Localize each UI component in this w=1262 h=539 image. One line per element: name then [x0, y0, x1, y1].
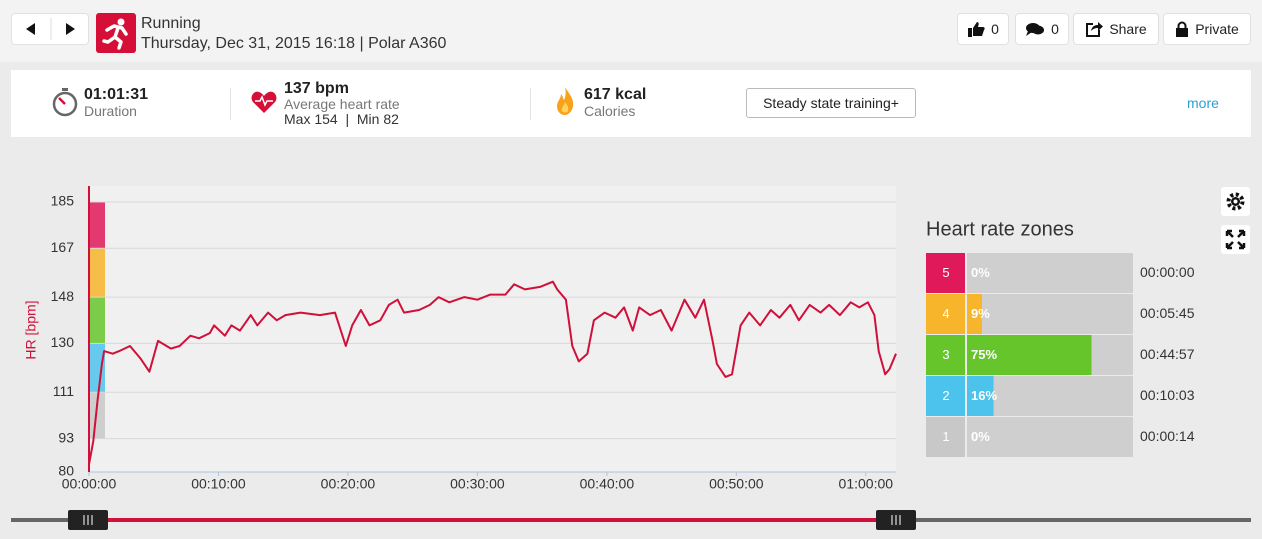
y-tick-label: 185 — [51, 193, 75, 209]
zone-percent: 0% — [971, 429, 990, 444]
privacy-label: Private — [1195, 21, 1239, 37]
x-tick-label: 01:00:00 — [839, 476, 894, 492]
like-button[interactable]: 0 — [957, 13, 1009, 45]
heart-icon — [251, 91, 277, 113]
nav-icons — [26, 18, 75, 40]
slider-range — [89, 518, 896, 522]
top-bar: Running Thursday, Dec 31, 2015 16:18 | P… — [0, 0, 1262, 62]
chart-tools — [1221, 187, 1250, 254]
like-icon — [968, 22, 985, 37]
next-icon[interactable] — [66, 23, 75, 35]
share-button[interactable]: Share — [1073, 13, 1159, 45]
y-tick-label: 167 — [51, 239, 75, 255]
prev-icon[interactable] — [26, 23, 35, 35]
more-link[interactable]: more — [1187, 95, 1219, 111]
zone-time: 00:05:45 — [1140, 305, 1195, 321]
zone-bar-track — [967, 376, 1133, 416]
y-tick-label: 130 — [51, 334, 75, 350]
summary-panel: 01:01:31 Duration 137 bpm Average heart … — [11, 70, 1251, 137]
heart-rate-range: Max 154 | Min 82 — [284, 111, 399, 127]
gear-icon — [1226, 192, 1245, 211]
duration-label: Duration — [84, 103, 137, 119]
sport-icon — [96, 13, 136, 53]
zones-title: Heart rate zones — [926, 218, 1074, 240]
zone-number-cell — [926, 376, 965, 416]
plot-background — [89, 186, 896, 472]
zone-number-cell — [926, 253, 965, 293]
duration-value: 01:01:31 — [84, 86, 149, 103]
duration-icon — [52, 88, 78, 117]
zone-bar — [967, 376, 994, 416]
sport-name: Running — [141, 15, 201, 32]
zone-time: 00:00:14 — [1140, 428, 1195, 444]
calories-icon — [557, 87, 574, 115]
zone-number: 1 — [942, 429, 949, 444]
zone-number: 4 — [942, 306, 949, 321]
calories-label: Calories — [584, 103, 636, 119]
comment-icon — [1026, 23, 1045, 36]
zone-number-cell — [926, 335, 965, 375]
y-tick-label: 93 — [58, 429, 74, 445]
zone-time: 00:10:03 — [1140, 387, 1195, 403]
x-tick-label: 00:20:00 — [321, 476, 376, 492]
session-subtitle: Thursday, Dec 31, 2015 16:18 | Polar A36… — [141, 35, 447, 52]
like-count: 0 — [991, 21, 999, 37]
zone-percent: 0% — [971, 265, 990, 280]
share-label: Share — [1109, 21, 1147, 37]
x-tick-label: 00:30:00 — [450, 476, 505, 492]
x-tick-label: 00:50:00 — [709, 476, 764, 492]
hr-line — [88, 280, 897, 465]
training-benefit-button[interactable]: Steady state training+ — [746, 88, 916, 118]
fullscreen-button[interactable] — [1221, 225, 1250, 254]
y-tick-label: 111 — [53, 383, 74, 399]
zone-time: 00:00:00 — [1140, 264, 1195, 280]
zone-band — [89, 343, 105, 393]
x-tick-label: 00:10:00 — [191, 476, 246, 492]
zone-band — [89, 202, 105, 249]
zone-bar — [967, 294, 982, 334]
calories-value: 617 kcal — [584, 86, 647, 103]
separator — [530, 88, 531, 120]
privacy-button[interactable]: Private — [1163, 13, 1251, 45]
comment-count: 0 — [1051, 21, 1059, 37]
zone-number: 5 — [942, 265, 949, 280]
zone-bar-track — [967, 253, 1133, 293]
zone-percent: 9% — [971, 306, 990, 321]
heart-rate-value: 137 bpm — [284, 80, 349, 97]
zone-number-cell — [926, 294, 965, 334]
y-tick-label: 80 — [58, 463, 74, 479]
zone-percent: 16% — [971, 388, 997, 403]
zone-band — [89, 392, 105, 439]
heart-rate-label: Average heart rate — [284, 96, 400, 112]
zone-number: 2 — [942, 388, 949, 403]
zone-band — [89, 297, 105, 344]
x-tick-label: 00:00:00 — [62, 476, 117, 492]
zone-number: 3 — [942, 347, 949, 362]
zone-bar — [967, 335, 1092, 375]
share-icon — [1086, 22, 1104, 37]
gear-icon — [1233, 199, 1238, 204]
zone-bar-track — [967, 417, 1133, 457]
zone-bar-track — [967, 294, 1133, 334]
zone-band — [89, 248, 105, 298]
time-slider[interactable] — [11, 510, 1251, 530]
training-benefit: Steady state training+ — [763, 95, 899, 111]
zone-time: 00:44:57 — [1140, 346, 1195, 362]
separator — [230, 88, 231, 120]
zone-percent: 75% — [971, 347, 997, 362]
comment-button[interactable]: 0 — [1015, 13, 1069, 45]
handle-grip — [891, 515, 901, 525]
nav-buttons — [11, 13, 89, 45]
y-axis-label: HR [bpm] — [23, 300, 39, 359]
x-tick-label: 00:40:00 — [580, 476, 635, 492]
handle-grip — [83, 515, 93, 525]
lock-icon — [1176, 21, 1189, 37]
expand-icon — [1225, 229, 1246, 250]
zone-number-cell — [926, 417, 965, 457]
y-tick-label: 148 — [51, 288, 75, 304]
